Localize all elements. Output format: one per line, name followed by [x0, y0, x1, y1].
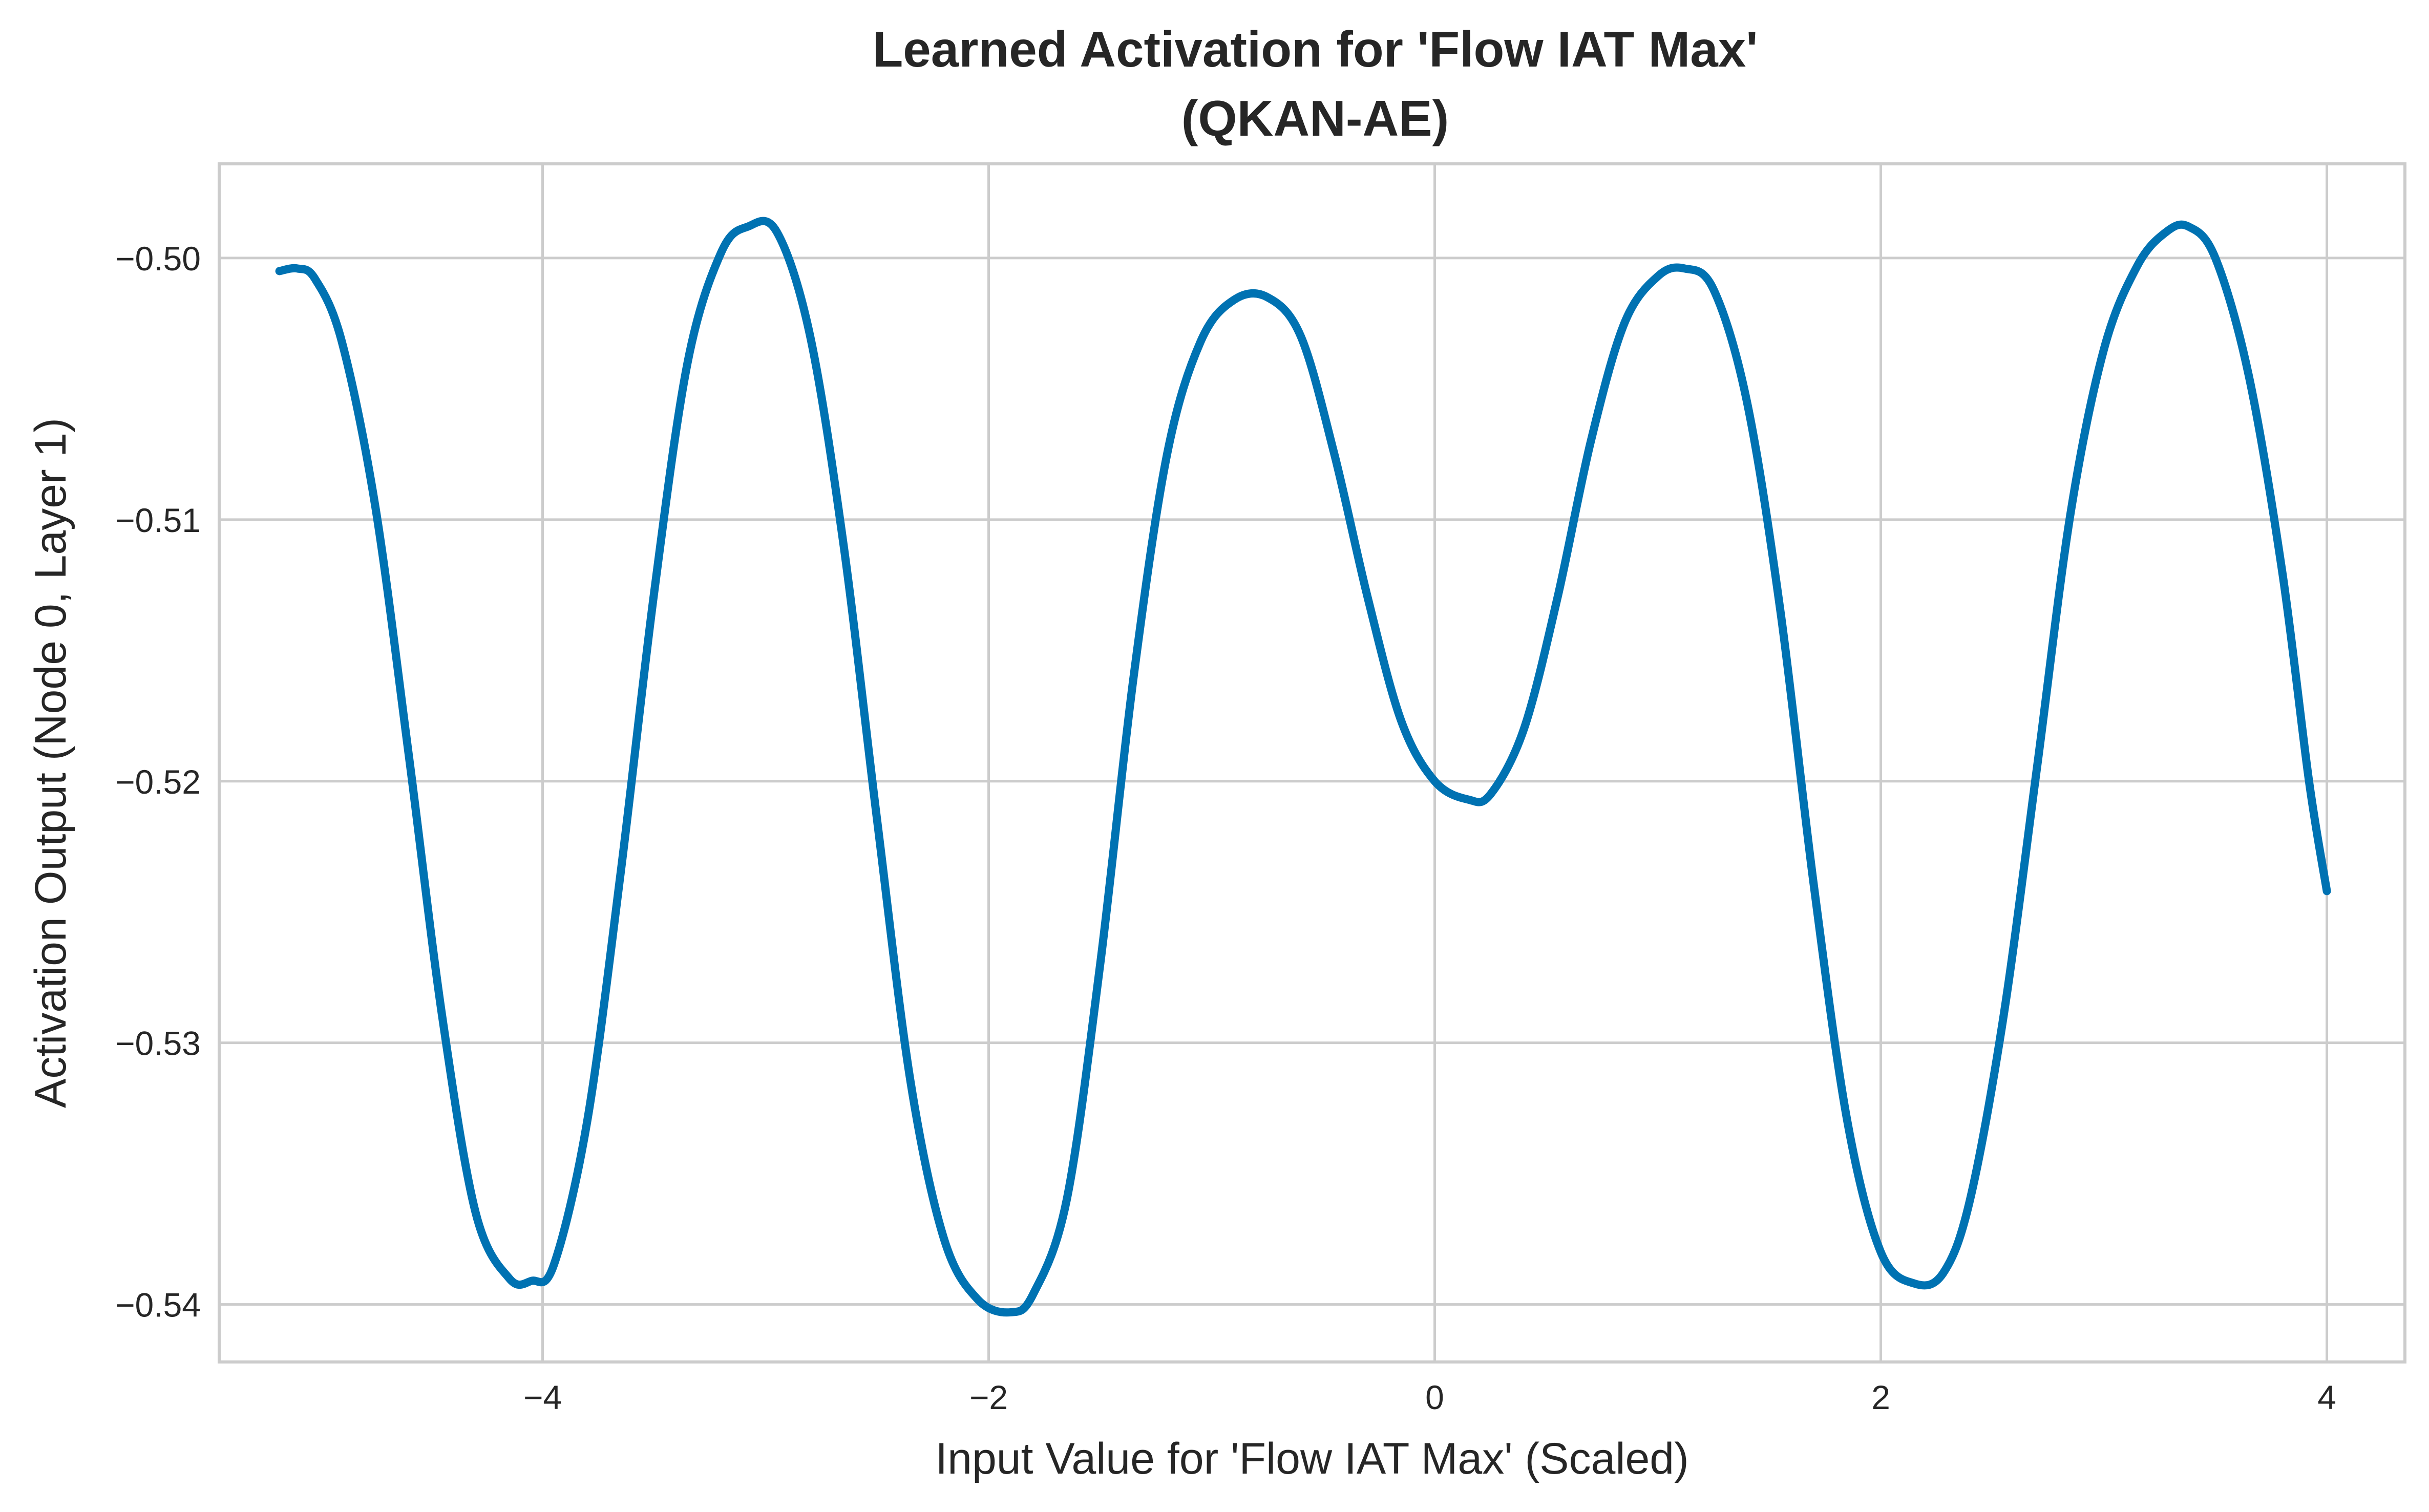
y-tick-label: −0.53 [115, 1025, 201, 1062]
grid-lines [219, 164, 2405, 1362]
series-layer [275, 217, 2331, 1317]
plot-frame [218, 162, 2406, 1364]
x-tick-label: −4 [523, 1378, 562, 1416]
activation-line [275, 217, 2331, 1317]
x-tick-label: 2 [1871, 1378, 1890, 1416]
x-tick-label: 4 [2317, 1378, 2336, 1416]
chart-title-line1: Learned Activation for 'Flow IAT Max' [872, 21, 1758, 77]
x-tick-label: 0 [1425, 1378, 1444, 1416]
y-tick-label: −0.51 [115, 501, 201, 539]
y-axis-label: Activation Output (Node 0, Layer 1) [26, 418, 75, 1108]
x-axis-label: Input Value for 'Flow IAT Max' (Scaled) [935, 1434, 1689, 1483]
x-tick-label: −2 [969, 1378, 1008, 1416]
y-tick-label: −0.50 [115, 240, 201, 278]
y-tick-label: −0.52 [115, 763, 201, 801]
y-tick-label: −0.54 [115, 1286, 201, 1324]
x-tick-labels: −4 −2 0 2 4 [523, 1378, 2336, 1416]
y-tick-labels: −0.50 −0.51 −0.52 −0.53 −0.54 [115, 240, 201, 1324]
chart-title-line2: (QKAN-AE) [1181, 90, 1449, 146]
